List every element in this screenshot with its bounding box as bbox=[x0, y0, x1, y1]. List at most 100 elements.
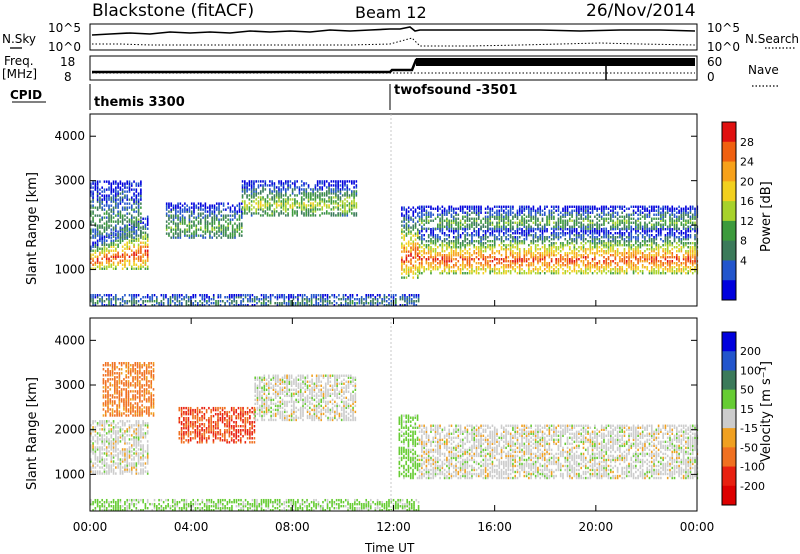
echo-cell bbox=[103, 253, 106, 256]
echo-cell bbox=[172, 204, 175, 207]
echo-cell bbox=[344, 204, 346, 207]
echo-cell bbox=[96, 257, 99, 260]
echo-cell bbox=[680, 248, 683, 251]
echo-cell bbox=[553, 238, 555, 241]
echo-cell bbox=[99, 224, 101, 227]
echo-cell bbox=[457, 268, 460, 271]
echo-cell bbox=[516, 244, 519, 247]
echo-cell bbox=[591, 207, 594, 210]
echo-cell bbox=[589, 248, 592, 251]
echo-cell bbox=[648, 236, 651, 239]
echo-cell bbox=[407, 216, 410, 219]
echo-cell bbox=[94, 222, 97, 225]
echo-cell bbox=[523, 232, 526, 235]
echo-cell bbox=[96, 245, 99, 248]
echo-cell bbox=[653, 260, 655, 263]
echo-cell bbox=[119, 255, 122, 258]
echo-cell bbox=[628, 250, 630, 253]
echo-cell bbox=[550, 244, 553, 247]
echo-cell bbox=[323, 200, 326, 203]
echo-cell bbox=[101, 194, 103, 197]
echo-cell bbox=[335, 200, 337, 203]
freq-band-fill bbox=[416, 58, 695, 66]
echo-cell bbox=[673, 215, 676, 218]
echo-cell bbox=[525, 260, 528, 263]
echo-cell bbox=[112, 198, 115, 201]
echo-cell bbox=[616, 223, 619, 226]
echo-cell bbox=[432, 262, 435, 265]
echo-cell bbox=[687, 228, 689, 231]
echo-cell bbox=[509, 248, 512, 251]
echo-cell bbox=[339, 204, 342, 207]
echo-cell bbox=[119, 241, 122, 244]
echo-cell bbox=[112, 212, 115, 215]
echo-cell bbox=[110, 198, 113, 201]
echo-cell bbox=[493, 230, 496, 233]
echo-cell bbox=[185, 296, 188, 299]
echo-cell bbox=[146, 237, 149, 240]
echo-cell bbox=[505, 254, 507, 257]
echo-cell bbox=[441, 248, 444, 251]
echo-cell bbox=[557, 264, 560, 267]
echo-cell bbox=[144, 223, 147, 226]
echo-cell bbox=[103, 294, 106, 297]
echo-cell bbox=[144, 263, 147, 266]
echo-cell bbox=[190, 224, 193, 227]
echo-cell bbox=[126, 180, 129, 183]
echo-cell bbox=[117, 218, 119, 221]
echo-cell bbox=[452, 254, 455, 257]
echo-cell bbox=[482, 254, 485, 257]
echo-cell bbox=[405, 270, 408, 273]
echo-cell bbox=[405, 254, 408, 257]
echo-cell bbox=[130, 184, 133, 187]
echo-cell bbox=[505, 205, 507, 208]
echo-cell bbox=[662, 205, 664, 208]
echo-cell bbox=[412, 264, 415, 267]
echo-cell bbox=[557, 219, 560, 222]
echo-cell bbox=[623, 272, 626, 275]
echo-cell bbox=[101, 190, 103, 193]
echo-cell bbox=[685, 234, 687, 237]
echo-cell bbox=[557, 205, 560, 208]
echo-cell bbox=[121, 300, 124, 303]
echo-cell bbox=[185, 300, 188, 303]
echo-cell bbox=[625, 225, 628, 228]
echo-cell bbox=[228, 298, 231, 301]
echo-cell bbox=[539, 272, 542, 275]
echo-cell bbox=[587, 256, 589, 259]
echo-cell bbox=[101, 243, 103, 246]
echo-cell bbox=[466, 215, 469, 218]
echo-cell bbox=[177, 232, 179, 235]
echo-cell bbox=[459, 221, 462, 224]
echo-cell bbox=[475, 234, 478, 237]
echo-cell bbox=[217, 294, 220, 297]
echo-cell bbox=[587, 240, 589, 243]
echo-cell bbox=[493, 215, 496, 218]
echo-cell bbox=[512, 246, 514, 249]
echo-cell bbox=[575, 262, 578, 265]
echo-cell bbox=[105, 228, 108, 231]
echo-cell bbox=[507, 223, 510, 226]
echo-cell bbox=[584, 205, 587, 208]
echo-cell bbox=[167, 298, 169, 301]
echo-cell bbox=[509, 254, 512, 257]
echo-cell bbox=[532, 227, 535, 230]
echo-cell bbox=[135, 249, 138, 252]
echo-cell bbox=[546, 219, 548, 222]
echo-cell bbox=[130, 226, 133, 229]
echo-cell bbox=[434, 244, 437, 247]
echo-cell bbox=[407, 218, 410, 221]
echo-cell bbox=[685, 242, 687, 245]
echo-cell bbox=[587, 234, 589, 237]
echo-cell bbox=[96, 265, 99, 268]
echo-cell bbox=[117, 192, 119, 195]
echo-cell bbox=[262, 196, 264, 199]
echo-cell bbox=[437, 254, 439, 257]
echo-cell bbox=[546, 230, 548, 233]
echo-cell bbox=[403, 236, 405, 239]
echo-cell bbox=[573, 209, 576, 212]
echo-cell bbox=[498, 227, 501, 230]
echo-cell bbox=[609, 225, 612, 228]
echo-cell bbox=[662, 219, 664, 222]
echo-cell bbox=[514, 215, 516, 218]
